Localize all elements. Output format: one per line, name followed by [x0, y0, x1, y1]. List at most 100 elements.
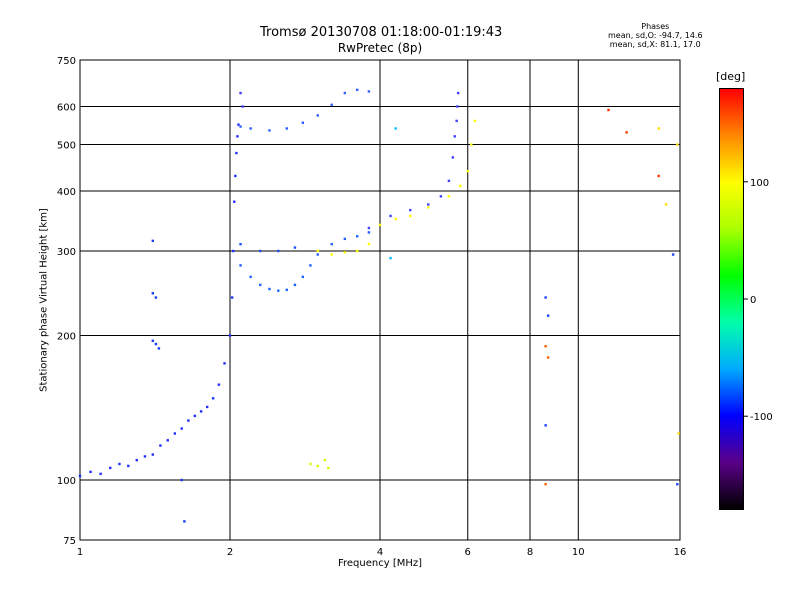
y-tick-label: 300 [57, 247, 76, 258]
data-point [249, 127, 252, 130]
data-point [259, 283, 262, 287]
data-point [330, 253, 333, 256]
data-point [183, 520, 186, 523]
data-point [343, 237, 347, 241]
data-point [451, 156, 455, 159]
data-point [327, 466, 330, 470]
data-point [676, 143, 679, 146]
data-point [657, 174, 660, 178]
data-point [211, 397, 215, 400]
data-point [173, 432, 177, 435]
data-point [180, 427, 183, 430]
data-point [151, 239, 155, 243]
data-point [230, 296, 234, 299]
data-point [293, 283, 297, 287]
data-point [657, 127, 660, 130]
data-point [389, 214, 392, 218]
data-point [109, 466, 112, 470]
data-point [118, 462, 121, 466]
data-point [233, 200, 236, 203]
data-point [223, 362, 226, 365]
data-point [447, 179, 451, 183]
phase-stats-o: mean, sd,O: -94.7, 14.6 [608, 31, 703, 40]
data-point [470, 143, 473, 146]
data-point [367, 231, 371, 234]
data-point [205, 405, 209, 409]
data-point [676, 483, 679, 486]
data-point [355, 235, 359, 238]
data-point [239, 91, 242, 95]
y-axis-label: Stationary phase Virtual Height [km] [38, 208, 50, 392]
data-point [193, 414, 197, 418]
data-point [343, 91, 347, 95]
data-point [277, 289, 280, 292]
data-point [154, 296, 158, 299]
x-tick-label: 16 [674, 547, 687, 558]
data-point [239, 264, 242, 267]
data-point [239, 242, 242, 246]
data-point [544, 424, 547, 427]
y-tick-label: 400 [57, 187, 76, 198]
data-point [447, 195, 451, 198]
data-point [546, 314, 550, 317]
y-tick-label: 600 [57, 103, 76, 114]
data-point [409, 214, 412, 218]
data-point [268, 129, 271, 132]
data-point [135, 458, 138, 462]
data-point [625, 131, 628, 134]
data-point [249, 275, 252, 279]
phase-stats-title: Phases [641, 22, 670, 31]
data-point [268, 287, 271, 291]
data-point [159, 444, 162, 447]
data-point [330, 242, 333, 246]
data-point [355, 249, 359, 253]
data-point [232, 249, 235, 253]
data-point [154, 342, 158, 346]
data-point [99, 472, 102, 476]
data-point [127, 464, 130, 468]
data-point [367, 242, 371, 246]
chart-title: Tromsø 20130708 01:18:00-01:19:43 [260, 25, 503, 40]
data-point [309, 462, 312, 466]
y-tick-label: 200 [57, 332, 76, 343]
data-point [456, 91, 460, 95]
data-point [228, 334, 232, 337]
data-point [151, 339, 155, 343]
data-point [473, 119, 477, 123]
y-tick-label: 750 [57, 56, 76, 67]
data-point [180, 478, 183, 482]
data-point [316, 249, 319, 253]
x-tick-label: 6 [465, 547, 471, 558]
data-point [301, 121, 305, 124]
data-point [607, 108, 610, 112]
data-point [409, 208, 412, 212]
data-point [199, 410, 203, 413]
data-point [459, 184, 462, 188]
data-point [439, 195, 443, 198]
data-point [234, 174, 237, 178]
data-point [455, 119, 458, 123]
data-point [466, 169, 469, 173]
y-tick-label: 100 [57, 476, 76, 487]
data-point [394, 217, 397, 221]
data-point [78, 474, 82, 478]
x-axis-label: Frequency [MHz] [337, 558, 423, 569]
data-point [664, 203, 668, 206]
data-point [355, 88, 359, 92]
data-point [241, 105, 244, 108]
x-tick-label: 4 [377, 547, 383, 558]
data-point [151, 453, 155, 456]
x-tick-label: 2 [227, 547, 233, 558]
data-point [343, 251, 347, 254]
phase-stats-x: mean, sd,X: 81.1, 17.0 [609, 40, 701, 49]
data-point [157, 347, 161, 350]
y-tick-label: 500 [57, 141, 76, 152]
colorbar-label: [deg] [716, 70, 746, 83]
data-point [309, 264, 312, 267]
data-point [237, 123, 240, 126]
data-point [330, 103, 333, 106]
data-point [285, 127, 288, 130]
data-point [316, 114, 319, 117]
data-point [323, 458, 327, 462]
